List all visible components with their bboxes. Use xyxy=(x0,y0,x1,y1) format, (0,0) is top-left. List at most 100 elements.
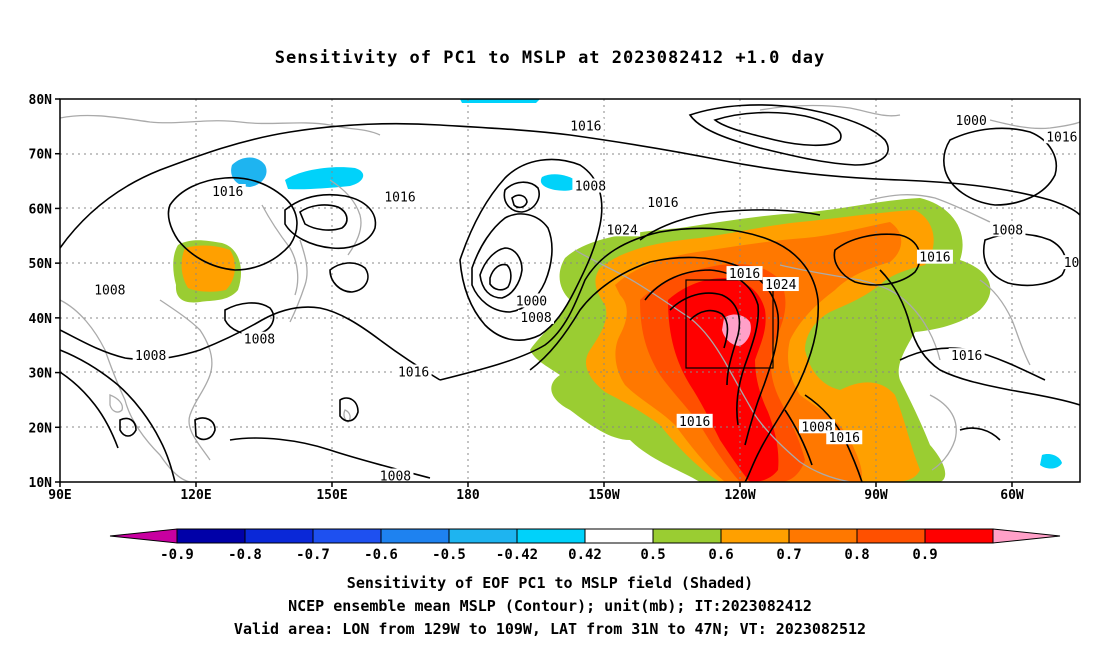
map-title: Sensitivity of PC1 to MSLP at 2023082412… xyxy=(274,48,826,68)
lat-tick-label: 70N xyxy=(29,148,53,163)
contour-label: 1016 xyxy=(1046,130,1077,145)
lon-tick-label: 90W xyxy=(864,488,888,503)
contour-label: 1008 xyxy=(992,223,1023,238)
contour-label-bg xyxy=(916,249,953,264)
lat-tick-label: 30N xyxy=(29,367,53,382)
lon-tick-label: 120E xyxy=(180,488,211,503)
colorbar-right-arrow xyxy=(992,528,1061,544)
contour-label: 1016 xyxy=(829,431,860,446)
blue-patch-arctic xyxy=(285,167,364,190)
colorbar-segment xyxy=(516,528,586,544)
colorbar-segment xyxy=(924,528,994,544)
contour-label-bg xyxy=(953,112,990,127)
contour-label-bg xyxy=(513,293,550,308)
contour-label: 1008 xyxy=(801,420,832,435)
contour-label-bg xyxy=(572,178,609,193)
contour-label-bg xyxy=(762,277,799,292)
blue-patch-atlantic xyxy=(1040,453,1062,469)
colorbar-segment xyxy=(380,528,450,544)
contour-label: 1008 xyxy=(244,333,275,348)
contour-label: 1016 xyxy=(570,119,601,134)
colorbar-label: -0.7 xyxy=(296,547,330,563)
contour-label-bg xyxy=(567,118,604,133)
colorbar-segment xyxy=(856,528,926,544)
blue-patch-top xyxy=(460,99,540,103)
colorbar-label: -0.6 xyxy=(364,547,398,563)
colorbar-label: -0.9 xyxy=(160,547,194,563)
contour-label-bg xyxy=(799,419,836,434)
contour-label: 1008 xyxy=(575,180,606,195)
colorbar-label: -0.42 xyxy=(496,547,538,563)
contour-label-bg xyxy=(518,309,554,324)
lon-tick-label: 60W xyxy=(1000,488,1024,503)
colorbar-segment xyxy=(652,528,722,544)
contour-label-bg xyxy=(989,222,1026,237)
contour-label-bg xyxy=(604,222,641,237)
contour-label-bg xyxy=(132,348,169,363)
contour-label: 1008 xyxy=(520,311,551,326)
blue-patch-siberia xyxy=(231,157,267,187)
mslp-contours xyxy=(60,104,1080,482)
shading-layer xyxy=(173,99,1062,482)
contour-label-bg xyxy=(382,189,418,204)
contour-label: 1024 xyxy=(765,278,796,293)
plot-frame xyxy=(59,98,1081,483)
caption-valid-area: Valid area: LON from 129W to 109W, LAT f… xyxy=(233,620,867,638)
colorbar-left-arrow xyxy=(109,528,178,544)
blue-patch-bering xyxy=(540,174,579,191)
contour-label-bg xyxy=(209,184,246,199)
contour-label-bg xyxy=(948,348,985,363)
contour-label: 1008 xyxy=(94,284,125,299)
lat-tick-label: 80N xyxy=(29,93,53,108)
contour-label: 1008 xyxy=(135,349,166,364)
colorbar-label: 0.8 xyxy=(844,547,869,563)
lat-tick-label: 50N xyxy=(29,257,53,272)
colorbar-segment xyxy=(244,528,314,544)
caption-contour: NCEP ensemble mean MSLP (Contour); unit(… xyxy=(288,597,812,615)
colorbar-segment xyxy=(584,528,654,544)
lon-tick-label: 150W xyxy=(588,488,619,503)
colorbar-segment xyxy=(176,528,246,544)
colorbar-segment xyxy=(788,528,858,544)
colorbar-segment xyxy=(312,528,382,544)
gridlines xyxy=(60,99,1080,482)
colorbar-segment xyxy=(720,528,790,544)
colorbar-label: -0.5 xyxy=(432,547,466,563)
colorbar-label: 0.42 xyxy=(568,547,602,563)
lat-tick-label: 10N xyxy=(29,476,53,491)
colorbar-label: 0.7 xyxy=(776,547,801,563)
coastlines xyxy=(60,104,1080,482)
lon-tick-label: 90E xyxy=(48,488,71,503)
caption-shaded: Sensitivity of EOF PC1 to MSLP field (Sh… xyxy=(346,574,754,592)
contour-label-bg xyxy=(377,468,414,482)
contour-label: 1016 xyxy=(212,185,243,200)
contour-label: 1016 xyxy=(951,349,982,364)
contour-label-bg xyxy=(644,194,681,209)
contour-label-bg xyxy=(241,331,278,346)
colorbar: -0.9 -0.8 -0.7 -0.6 -0.5 -0.42 0.42 0.5 0.6 0.7 0.… xyxy=(109,528,1061,563)
orange-blob-asia xyxy=(181,245,235,292)
colorbar-label: -0.8 xyxy=(228,547,262,563)
colorbar-segment xyxy=(448,528,518,544)
contour-label-bg xyxy=(395,364,432,379)
lon-tick-label: 180 xyxy=(456,488,480,503)
contour-label-bg xyxy=(726,266,763,281)
lat-tick-label: 40N xyxy=(29,312,53,327)
pink-core xyxy=(722,314,751,346)
contour-label-bg xyxy=(1043,129,1080,144)
contour-label: 1016 xyxy=(729,267,760,282)
contour-label-bg xyxy=(676,413,713,428)
colorbar-label: 0.9 xyxy=(912,547,937,563)
colorbar-label: 0.6 xyxy=(708,547,733,563)
contour-label: 1016 xyxy=(647,196,678,211)
contour-label: 1016 xyxy=(398,366,429,381)
contour-label-bg xyxy=(1061,255,1080,270)
contour-label: 1008 xyxy=(380,470,411,485)
contour-label: 1016 xyxy=(919,251,950,266)
contour-label: 101 xyxy=(1064,256,1087,271)
contour-label: 1000 xyxy=(516,294,547,309)
contour-label-bg xyxy=(91,282,128,297)
contour-label: 1024 xyxy=(606,223,637,238)
